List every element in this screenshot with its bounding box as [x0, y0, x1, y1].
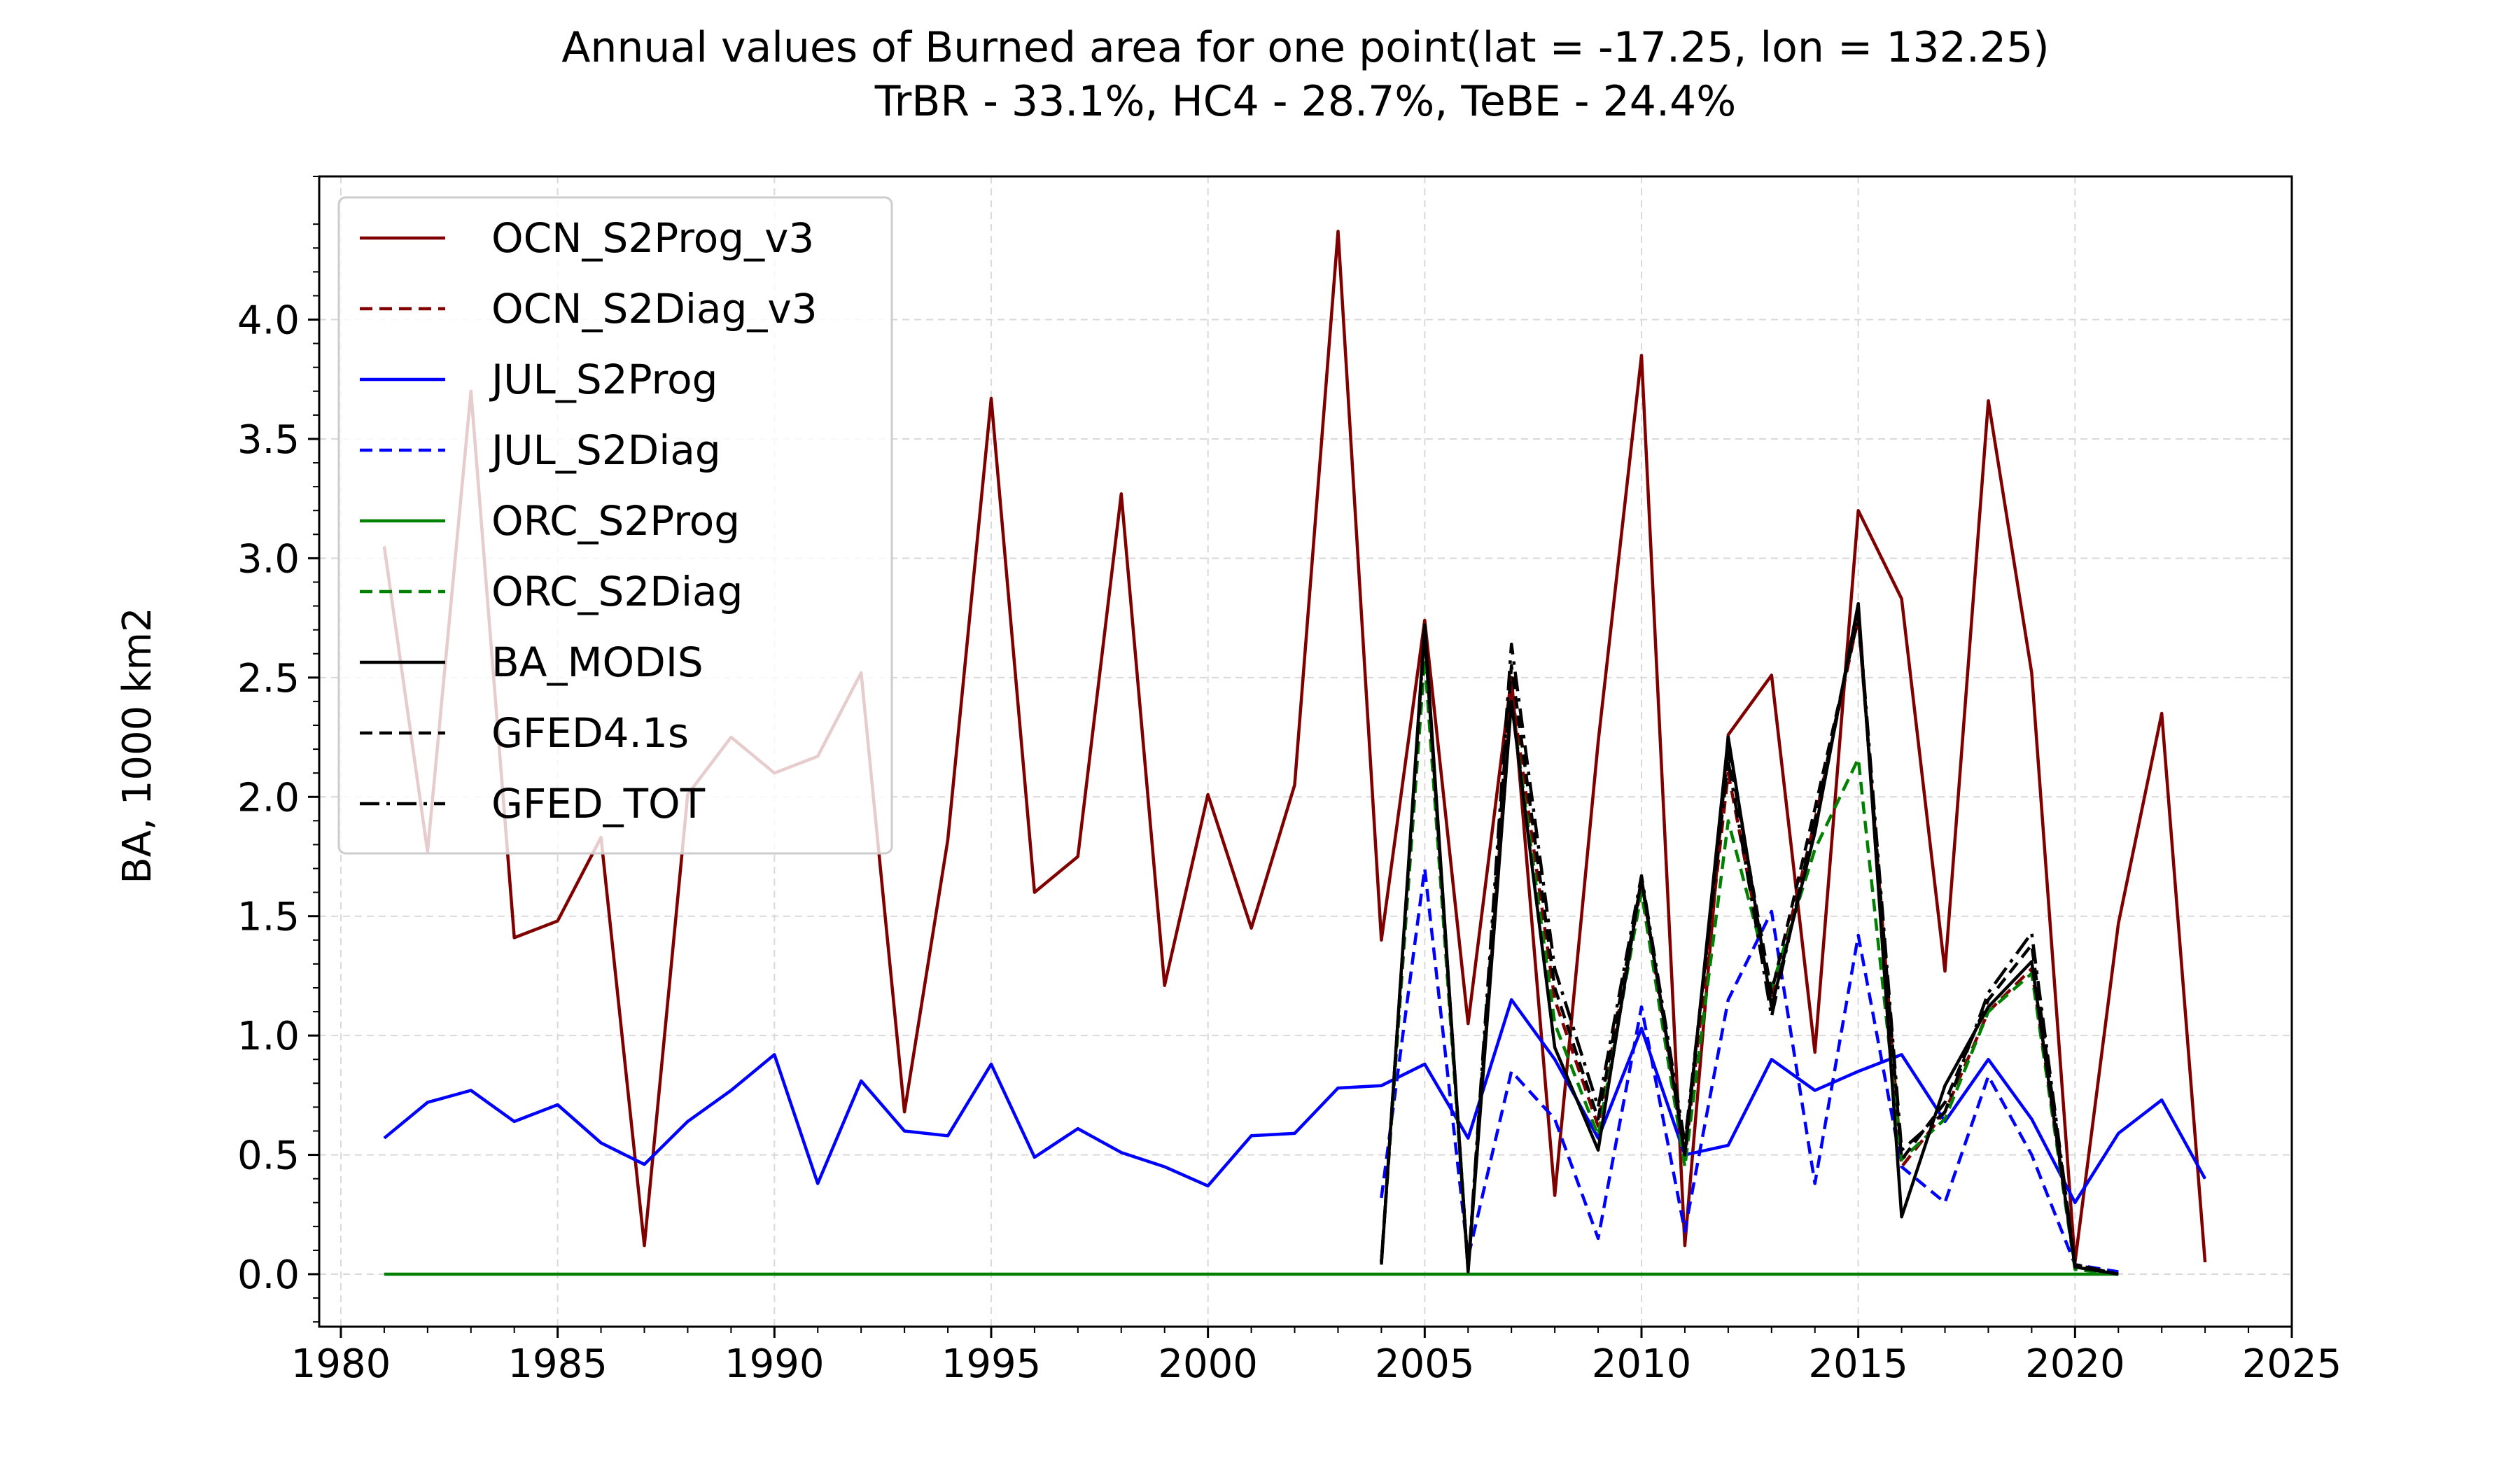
legend-label: BA_MODIS [491, 638, 704, 686]
series-line-jul-s2prog [383, 998, 2207, 1204]
legend-label: OCN_S2Prog_v3 [491, 214, 814, 262]
plot-frame [318, 175, 2293, 1328]
series-line-gfed4-1s [1380, 616, 2119, 1276]
x-tick-label: 2020 [2025, 1341, 2125, 1387]
x-tick-label: 2010 [1592, 1341, 1692, 1387]
y-tick-label: 2.0 [237, 775, 300, 821]
legend-box [337, 196, 893, 855]
chart-title: Annual values of Burned area for one poi… [561, 23, 2049, 72]
x-tick-label: 2005 [1375, 1341, 1475, 1387]
y-tick-label: 1.5 [237, 895, 300, 940]
x-tick-label: 1980 [291, 1341, 391, 1387]
x-tick-label: 2025 [2242, 1341, 2342, 1387]
legend-label: ORC_S2Diag [491, 568, 743, 615]
y-tick-label: 0.5 [237, 1133, 300, 1179]
y-tick-label: 1.0 [237, 1014, 300, 1059]
series-line-jul-s2diag [1380, 867, 2119, 1273]
y-axis-label: BA, 1000 km2 [115, 607, 160, 884]
x-tick-label: 1995 [941, 1341, 1042, 1387]
axes: 1980 1985 1990 1995 2000 2005 2010 2015 2020 2025… [237, 176, 2342, 1387]
series-line-ocn-s2diag-v3 [1380, 616, 2119, 1276]
y-tick-label: 4.0 [237, 298, 300, 344]
x-tick-label: 1990 [724, 1341, 825, 1387]
legend-label: JUL_S2Prog [489, 356, 718, 403]
legend-label: OCN_S2Diag_v3 [491, 285, 818, 333]
series-line-gfed-tot [1380, 609, 2119, 1276]
x-tick-label: 1985 [507, 1341, 608, 1387]
legend-label: GFED_TOT [491, 780, 706, 828]
legend-label: ORC_S2Prog [491, 497, 740, 545]
legend: OCN_S2Prog_v3 OCN_S2Diag_v3 JUL_S2Prog JUL_… [337, 196, 893, 855]
x-tick-label: 2015 [1808, 1341, 1908, 1387]
y-tick-label: 2.5 [237, 656, 300, 701]
legend-label: GFED4.1s [491, 709, 689, 757]
x-tick-label: 2000 [1158, 1341, 1258, 1387]
y-tick-label: 3.0 [237, 536, 300, 582]
y-tick-label: 3.5 [237, 417, 300, 463]
y-tick-label: 0.0 [237, 1252, 300, 1298]
chart-subtitle: TrBR - 33.1%, HC4 - 28.7%, TeBE - 24.4% [874, 77, 1736, 126]
legend-label: JUL_S2Diag [489, 426, 721, 474]
